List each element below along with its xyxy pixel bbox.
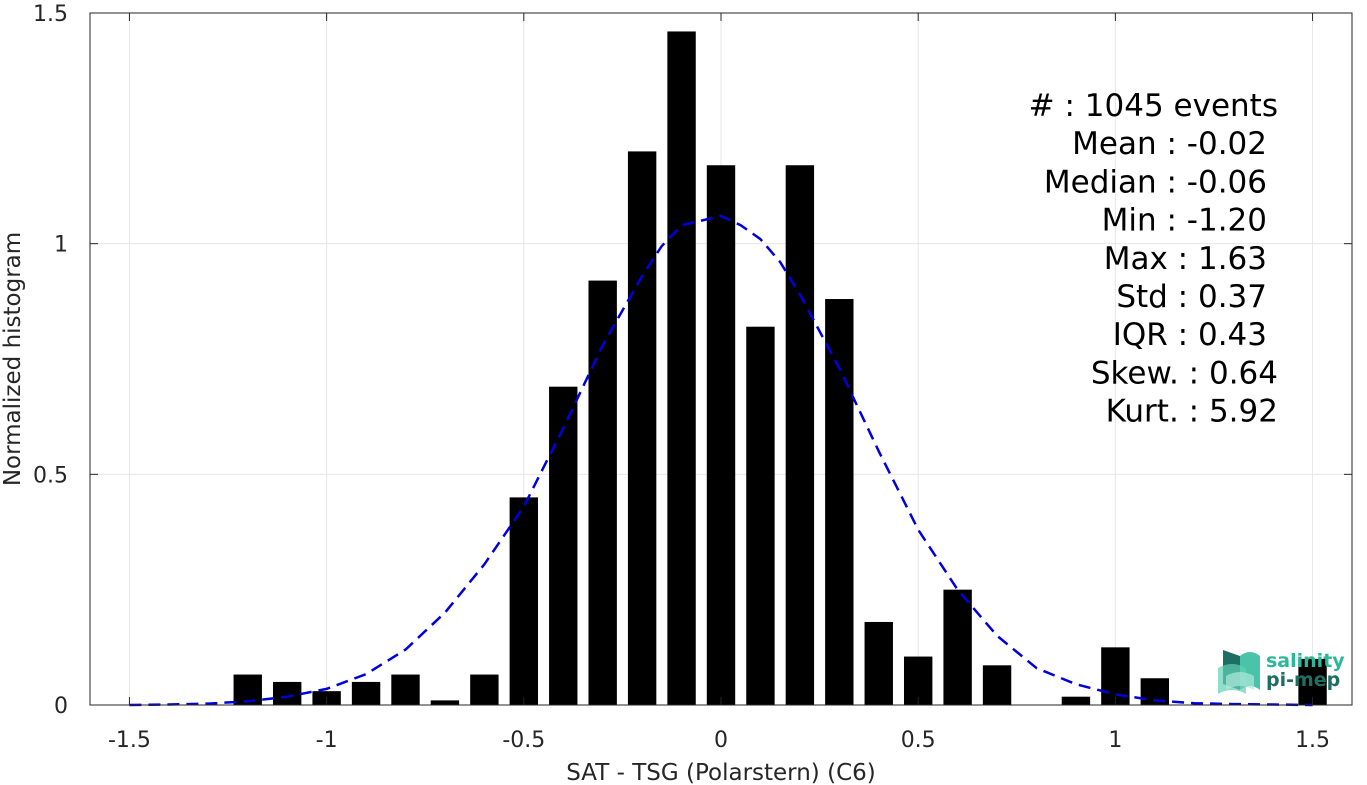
logo-waves-icon: [1218, 650, 1260, 694]
y-tick-label: 1: [54, 233, 68, 258]
histogram-bar: [903, 656, 933, 705]
x-axis-label: SAT - TSG (Polarstern) (C6): [566, 760, 875, 785]
y-tick-label: 0.5: [33, 463, 68, 488]
histogram-bar: [391, 674, 420, 705]
x-tick-label: 0.5: [901, 728, 936, 753]
histogram-bar: [785, 165, 815, 706]
histogram-bar: [825, 299, 854, 705]
histogram-bar: [943, 589, 972, 705]
histogram-bar: [549, 386, 578, 705]
stat-annotation: Skew. : 0.64: [1091, 355, 1278, 391]
axis-ticks: [90, 12, 1352, 706]
fit-curve-layer: [129, 214, 1313, 707]
fit-curve: [129, 214, 1313, 707]
histogram-bar: [588, 280, 617, 705]
stat-annotation: Mean : -0.02: [1072, 126, 1267, 162]
x-tick-label: -0.5: [502, 728, 545, 753]
stat-annotation: Kurt. : 5.92: [1106, 394, 1278, 430]
x-tick-label: 1.5: [1295, 728, 1330, 753]
stat-annotation: Min : -1.20: [1102, 203, 1267, 239]
y-axis-label: Normalized histogram: [0, 232, 26, 486]
histogram-bar: [509, 497, 539, 705]
y-tick-label: 0: [54, 694, 68, 719]
histogram-bar: [470, 674, 499, 705]
histogram-bar: [706, 165, 736, 706]
salinity-pi-mep-logo: salinity pi-mep: [1218, 650, 1345, 694]
y-tick-label: 1.5: [33, 2, 68, 27]
histogram-bar: [746, 326, 775, 705]
logo-line-2: pi-mep: [1266, 669, 1340, 691]
histogram-bar: [430, 700, 460, 705]
histogram-bar: [982, 665, 1012, 705]
histogram-bar: [627, 151, 657, 705]
histogram-bar: [864, 621, 893, 705]
logo-line-1: salinity: [1266, 650, 1345, 672]
histogram-bar: [1061, 696, 1091, 705]
histogram-bar: [667, 31, 696, 706]
x-tick-label: 1: [1108, 728, 1122, 753]
tick-labels: -1.5 -1 -0.5 0 0.5 1 1.5 0 0.5 1 1.5: [33, 2, 1330, 753]
stat-annotation: Std : 0.37: [1116, 279, 1267, 315]
stat-annotation: Max : 1.63: [1104, 241, 1267, 277]
stat-annotation: # : 1045 events: [1029, 88, 1278, 124]
x-tick-label: -1.5: [108, 728, 151, 753]
x-tick-label: 0: [714, 728, 728, 753]
stat-annotation: Median : -0.06: [1044, 164, 1267, 200]
x-tick-label: -1: [316, 728, 338, 753]
stat-annotation: IQR : 0.43: [1113, 317, 1267, 353]
histogram-bar: [351, 681, 381, 705]
histogram-bar: [272, 681, 302, 705]
histogram-bar: [233, 674, 262, 705]
